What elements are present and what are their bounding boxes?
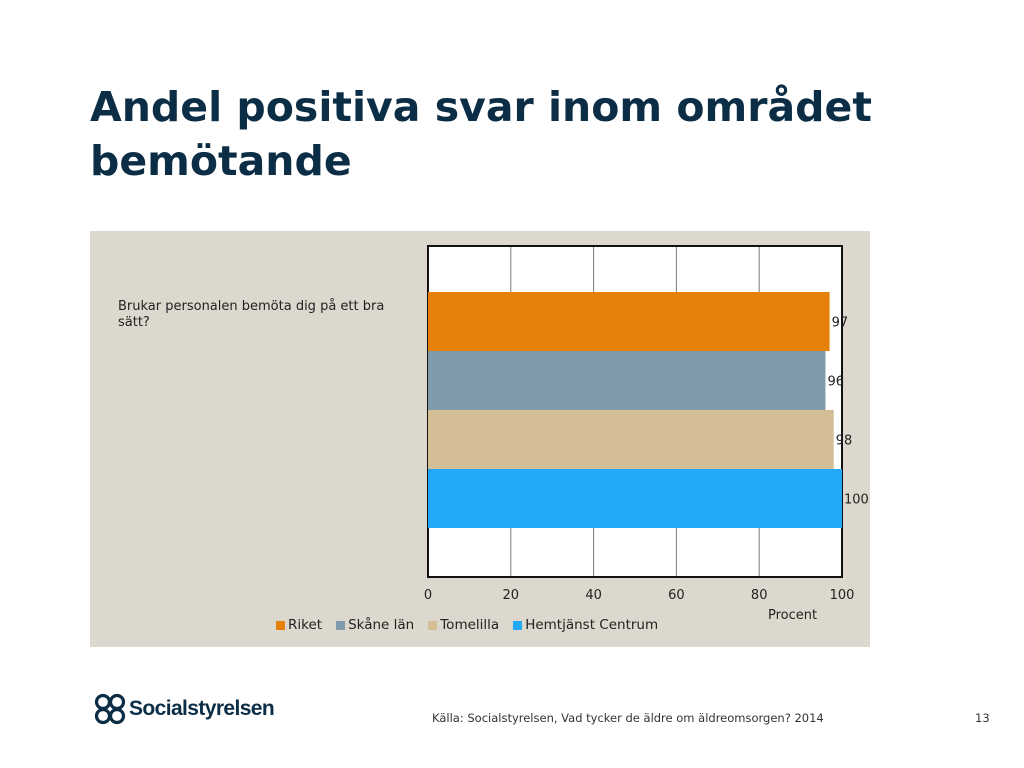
slide-title: Andel positiva svar inom området bemötan… xyxy=(90,83,872,185)
x-axis-label: Procent xyxy=(768,608,818,623)
bar-chart: 0 20 40 60 80 100 97 96 98 100 xyxy=(424,245,869,603)
data-label: 97 xyxy=(832,316,849,331)
bar xyxy=(428,351,826,410)
legend-label: Skåne län xyxy=(348,617,415,633)
data-label: 96 xyxy=(827,375,844,390)
legend-swatch xyxy=(428,620,438,630)
legend-label: Hemtjänst Centrum xyxy=(525,617,659,633)
x-tick-label: 100 xyxy=(830,588,855,603)
chart-panel: 0 20 40 60 80 100 97 96 98 100 Brukar personalen … xyxy=(90,231,870,647)
legend-item-hemtjanst-centrum: Hemtjänst Centrum xyxy=(513,617,658,633)
x-tick-label: 60 xyxy=(668,588,685,603)
legend-swatch xyxy=(513,620,523,630)
data-label: 98 xyxy=(836,434,853,449)
x-tick-label: 80 xyxy=(751,588,768,603)
x-tick-label: 0 xyxy=(424,588,432,603)
socialstyrelsen-logo: Socialstyrelsen xyxy=(93,692,275,726)
legend-item-skane-lan: Skåne län xyxy=(336,617,414,633)
chart-legend: Riket Skåne län Tomelilla Hemtjänst Cent… xyxy=(276,617,672,633)
legend-item-tomelilla: Tomelilla xyxy=(428,617,499,633)
x-tick-label: 20 xyxy=(503,588,520,603)
logo-text: Socialstyrelsen xyxy=(129,697,275,720)
legend-swatch xyxy=(336,620,346,630)
page-number: 13 xyxy=(975,711,990,725)
legend-item-riket: Riket xyxy=(276,617,322,633)
data-label: 100 xyxy=(844,493,869,508)
bar xyxy=(428,410,834,469)
source-note: Källa: Socialstyrelsen, Vad tycker de äl… xyxy=(432,711,824,725)
x-tick-label: 40 xyxy=(585,588,602,603)
logo-emblem-icon xyxy=(94,693,126,725)
bar xyxy=(428,292,830,351)
category-label: Brukar personalen bemöta dig på ett bra … xyxy=(118,299,385,330)
legend-label: Tomelilla xyxy=(440,617,500,633)
bar xyxy=(428,469,842,528)
legend-swatch xyxy=(276,620,285,630)
legend-label: Riket xyxy=(288,617,323,633)
